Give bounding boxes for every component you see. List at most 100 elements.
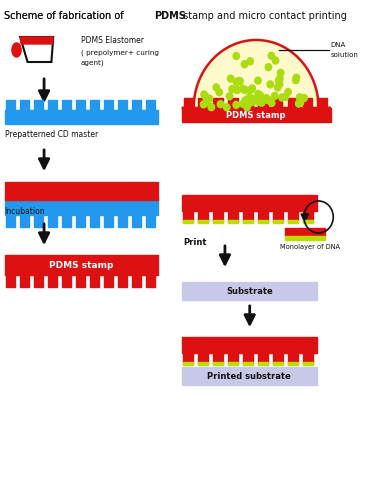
Polygon shape (20, 37, 53, 44)
Circle shape (272, 57, 279, 64)
Text: PDMS stamp: PDMS stamp (227, 111, 286, 120)
Circle shape (242, 97, 248, 104)
Circle shape (296, 94, 303, 101)
Bar (6, 100, 15, 110)
Text: ( prepolymer+ curing: ( prepolymer+ curing (81, 49, 159, 55)
Text: DNA: DNA (330, 42, 346, 48)
Bar (198, 362, 208, 365)
Circle shape (277, 75, 283, 82)
Text: stamp and micro contact printing: stamp and micro contact printing (180, 11, 347, 21)
Circle shape (240, 100, 246, 107)
Bar (146, 100, 155, 110)
Bar (213, 353, 223, 364)
Bar (182, 337, 317, 353)
Bar (62, 100, 71, 110)
Bar (4, 198, 158, 215)
Circle shape (297, 99, 304, 106)
Bar (90, 215, 99, 227)
Text: Print: Print (184, 238, 207, 247)
Circle shape (247, 58, 253, 65)
Circle shape (208, 104, 215, 111)
Bar (104, 215, 113, 227)
Circle shape (213, 84, 219, 91)
Circle shape (243, 98, 249, 105)
Bar (285, 228, 325, 236)
Circle shape (259, 99, 265, 106)
Circle shape (292, 77, 299, 84)
Bar (62, 275, 71, 287)
Bar (228, 220, 238, 223)
Circle shape (237, 78, 243, 85)
Circle shape (265, 64, 272, 71)
Text: agent): agent) (81, 60, 105, 67)
Circle shape (224, 104, 230, 111)
Circle shape (257, 92, 263, 99)
Circle shape (301, 95, 307, 101)
Bar (104, 275, 113, 287)
Bar (258, 220, 268, 223)
Circle shape (233, 101, 240, 108)
Bar (182, 195, 317, 211)
Text: solution: solution (330, 52, 358, 58)
Ellipse shape (12, 43, 21, 57)
Bar (76, 275, 85, 287)
Circle shape (201, 91, 207, 98)
Bar (48, 100, 57, 110)
Circle shape (268, 52, 275, 59)
Circle shape (279, 94, 285, 101)
Bar (213, 98, 223, 108)
Circle shape (272, 93, 278, 99)
Bar (118, 215, 127, 227)
Bar (182, 282, 317, 300)
Circle shape (216, 89, 222, 96)
Circle shape (235, 77, 242, 85)
Bar (243, 211, 253, 222)
Circle shape (263, 95, 270, 102)
Bar (4, 255, 158, 275)
Circle shape (293, 74, 299, 81)
Bar (303, 220, 313, 223)
Polygon shape (20, 37, 53, 62)
Text: PDMS: PDMS (154, 11, 186, 21)
Circle shape (240, 85, 246, 92)
Bar (273, 211, 283, 222)
Bar (258, 98, 267, 108)
Circle shape (255, 98, 261, 105)
Bar (288, 362, 298, 365)
Bar (90, 275, 99, 287)
Circle shape (226, 93, 233, 100)
Circle shape (233, 78, 240, 85)
Bar (273, 353, 283, 364)
Circle shape (227, 75, 234, 82)
Circle shape (275, 84, 281, 91)
Bar (213, 220, 223, 223)
Text: Scheme of fabrication of: Scheme of fabrication of (4, 11, 126, 21)
Bar (303, 362, 313, 365)
Bar (228, 211, 238, 222)
Bar (243, 362, 253, 365)
Bar (118, 275, 127, 287)
Bar (4, 182, 158, 200)
Bar (228, 98, 238, 108)
Polygon shape (182, 40, 330, 108)
Bar (198, 353, 208, 364)
Bar (273, 98, 282, 108)
Circle shape (285, 89, 291, 96)
Bar (76, 215, 85, 227)
Bar (20, 275, 29, 287)
Bar (104, 100, 113, 110)
Circle shape (242, 86, 248, 94)
Circle shape (217, 100, 224, 108)
Bar (228, 353, 238, 364)
Bar (285, 236, 325, 240)
Bar (183, 362, 193, 365)
Bar (118, 100, 127, 110)
Circle shape (233, 52, 240, 59)
Circle shape (295, 100, 302, 107)
Bar (288, 220, 298, 223)
Bar (62, 215, 71, 227)
Bar (4, 110, 158, 124)
Bar (302, 98, 312, 108)
Circle shape (203, 98, 210, 106)
Circle shape (244, 104, 250, 111)
